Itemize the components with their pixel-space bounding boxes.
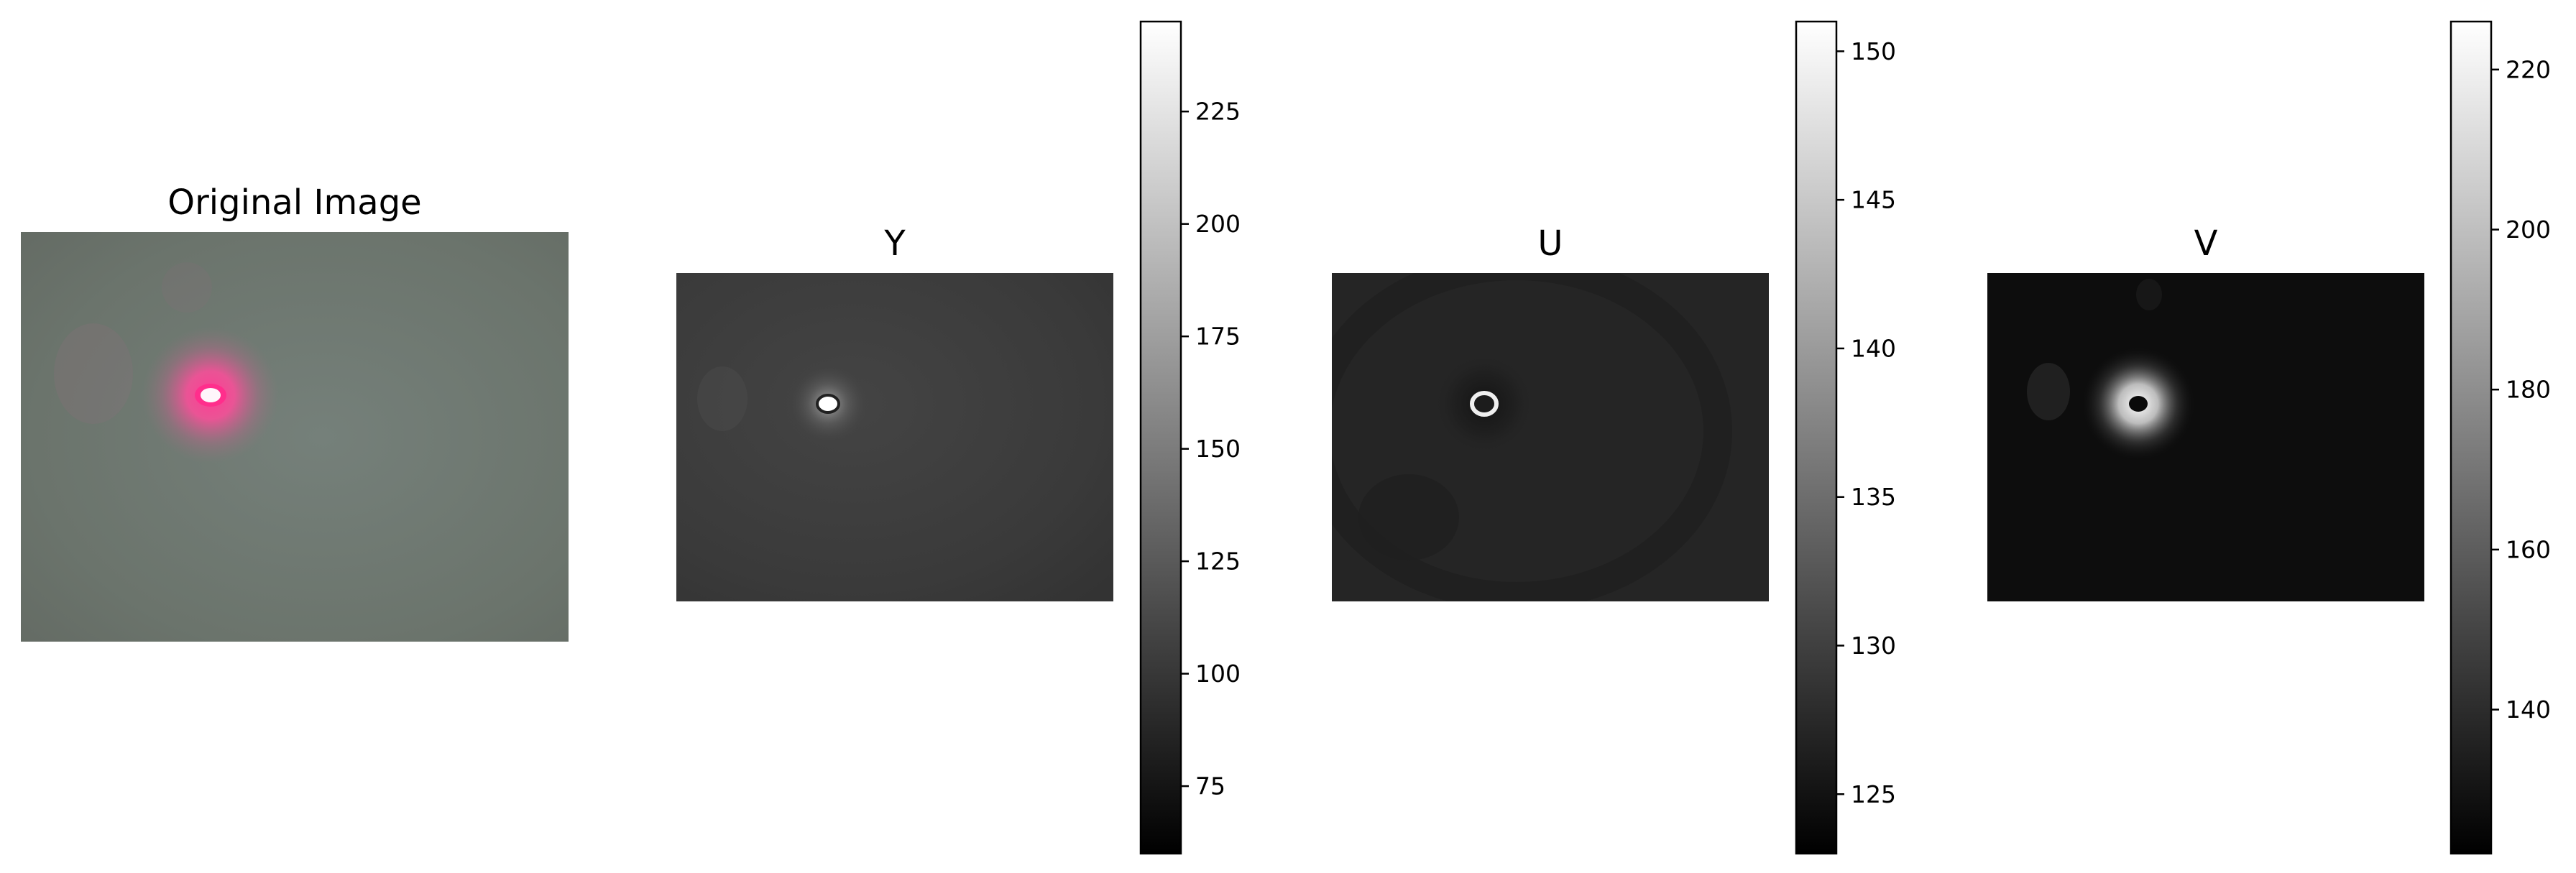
v-colorbar-gradient — [2450, 20, 2493, 855]
panel-y: Y 75 100 125 150 175 200 225 — [676, 20, 1241, 855]
v-colorbar-tick-label: 180 — [2506, 376, 2551, 404]
y-colorbar-tick-label: 175 — [1195, 323, 1241, 351]
v-colorbar: 140 160 180 200 220 — [2450, 20, 2551, 855]
v-colorbar-tick-label: 220 — [2506, 55, 2551, 83]
y-colorbar-tick-label: 225 — [1195, 98, 1241, 126]
panel-original-image: Original Image — [21, 183, 569, 642]
panel-u: U 125 130 135 140 145 150 — [1332, 20, 1896, 855]
u-colorbar-tick-label: 130 — [1851, 632, 1896, 660]
u-colorbar: 125 130 135 140 145 150 — [1795, 20, 1896, 855]
y-colorbar-tick-label: 150 — [1195, 435, 1241, 463]
y-image — [676, 273, 1113, 601]
panel-v: V 140 160 180 200 220 — [1987, 20, 2551, 855]
u-colorbar-tick-label: 150 — [1851, 37, 1896, 65]
y-colorbar-tick-label: 100 — [1195, 660, 1241, 688]
u-title: U — [1537, 223, 1563, 264]
y-colorbar-tick-label: 200 — [1195, 210, 1241, 238]
y-colorbar: 75 100 125 150 175 200 225 — [1139, 20, 1241, 855]
y-title: Y — [883, 223, 906, 264]
u-colorbar-tick-label: 145 — [1851, 186, 1896, 214]
u-colorbar-tick-label: 125 — [1851, 780, 1896, 808]
u-colorbar-tick-label: 140 — [1851, 334, 1896, 362]
original-image-title: Original Image — [167, 183, 421, 223]
u-colorbar-tick-label: 135 — [1851, 483, 1896, 511]
v-colorbar-tick-label: 160 — [2506, 535, 2551, 563]
v-colorbar-tick-label: 140 — [2506, 696, 2551, 724]
v-title: V — [2194, 223, 2218, 264]
v-image — [1987, 273, 2424, 601]
u-colorbar-gradient — [1795, 20, 1838, 855]
y-colorbar-tick-label: 125 — [1195, 548, 1241, 576]
v-colorbar-tick-label: 200 — [2506, 216, 2551, 244]
u-image — [1332, 273, 1769, 601]
y-colorbar-tick-label: 75 — [1195, 772, 1225, 800]
original-image — [21, 232, 569, 642]
y-colorbar-gradient — [1139, 20, 1182, 855]
